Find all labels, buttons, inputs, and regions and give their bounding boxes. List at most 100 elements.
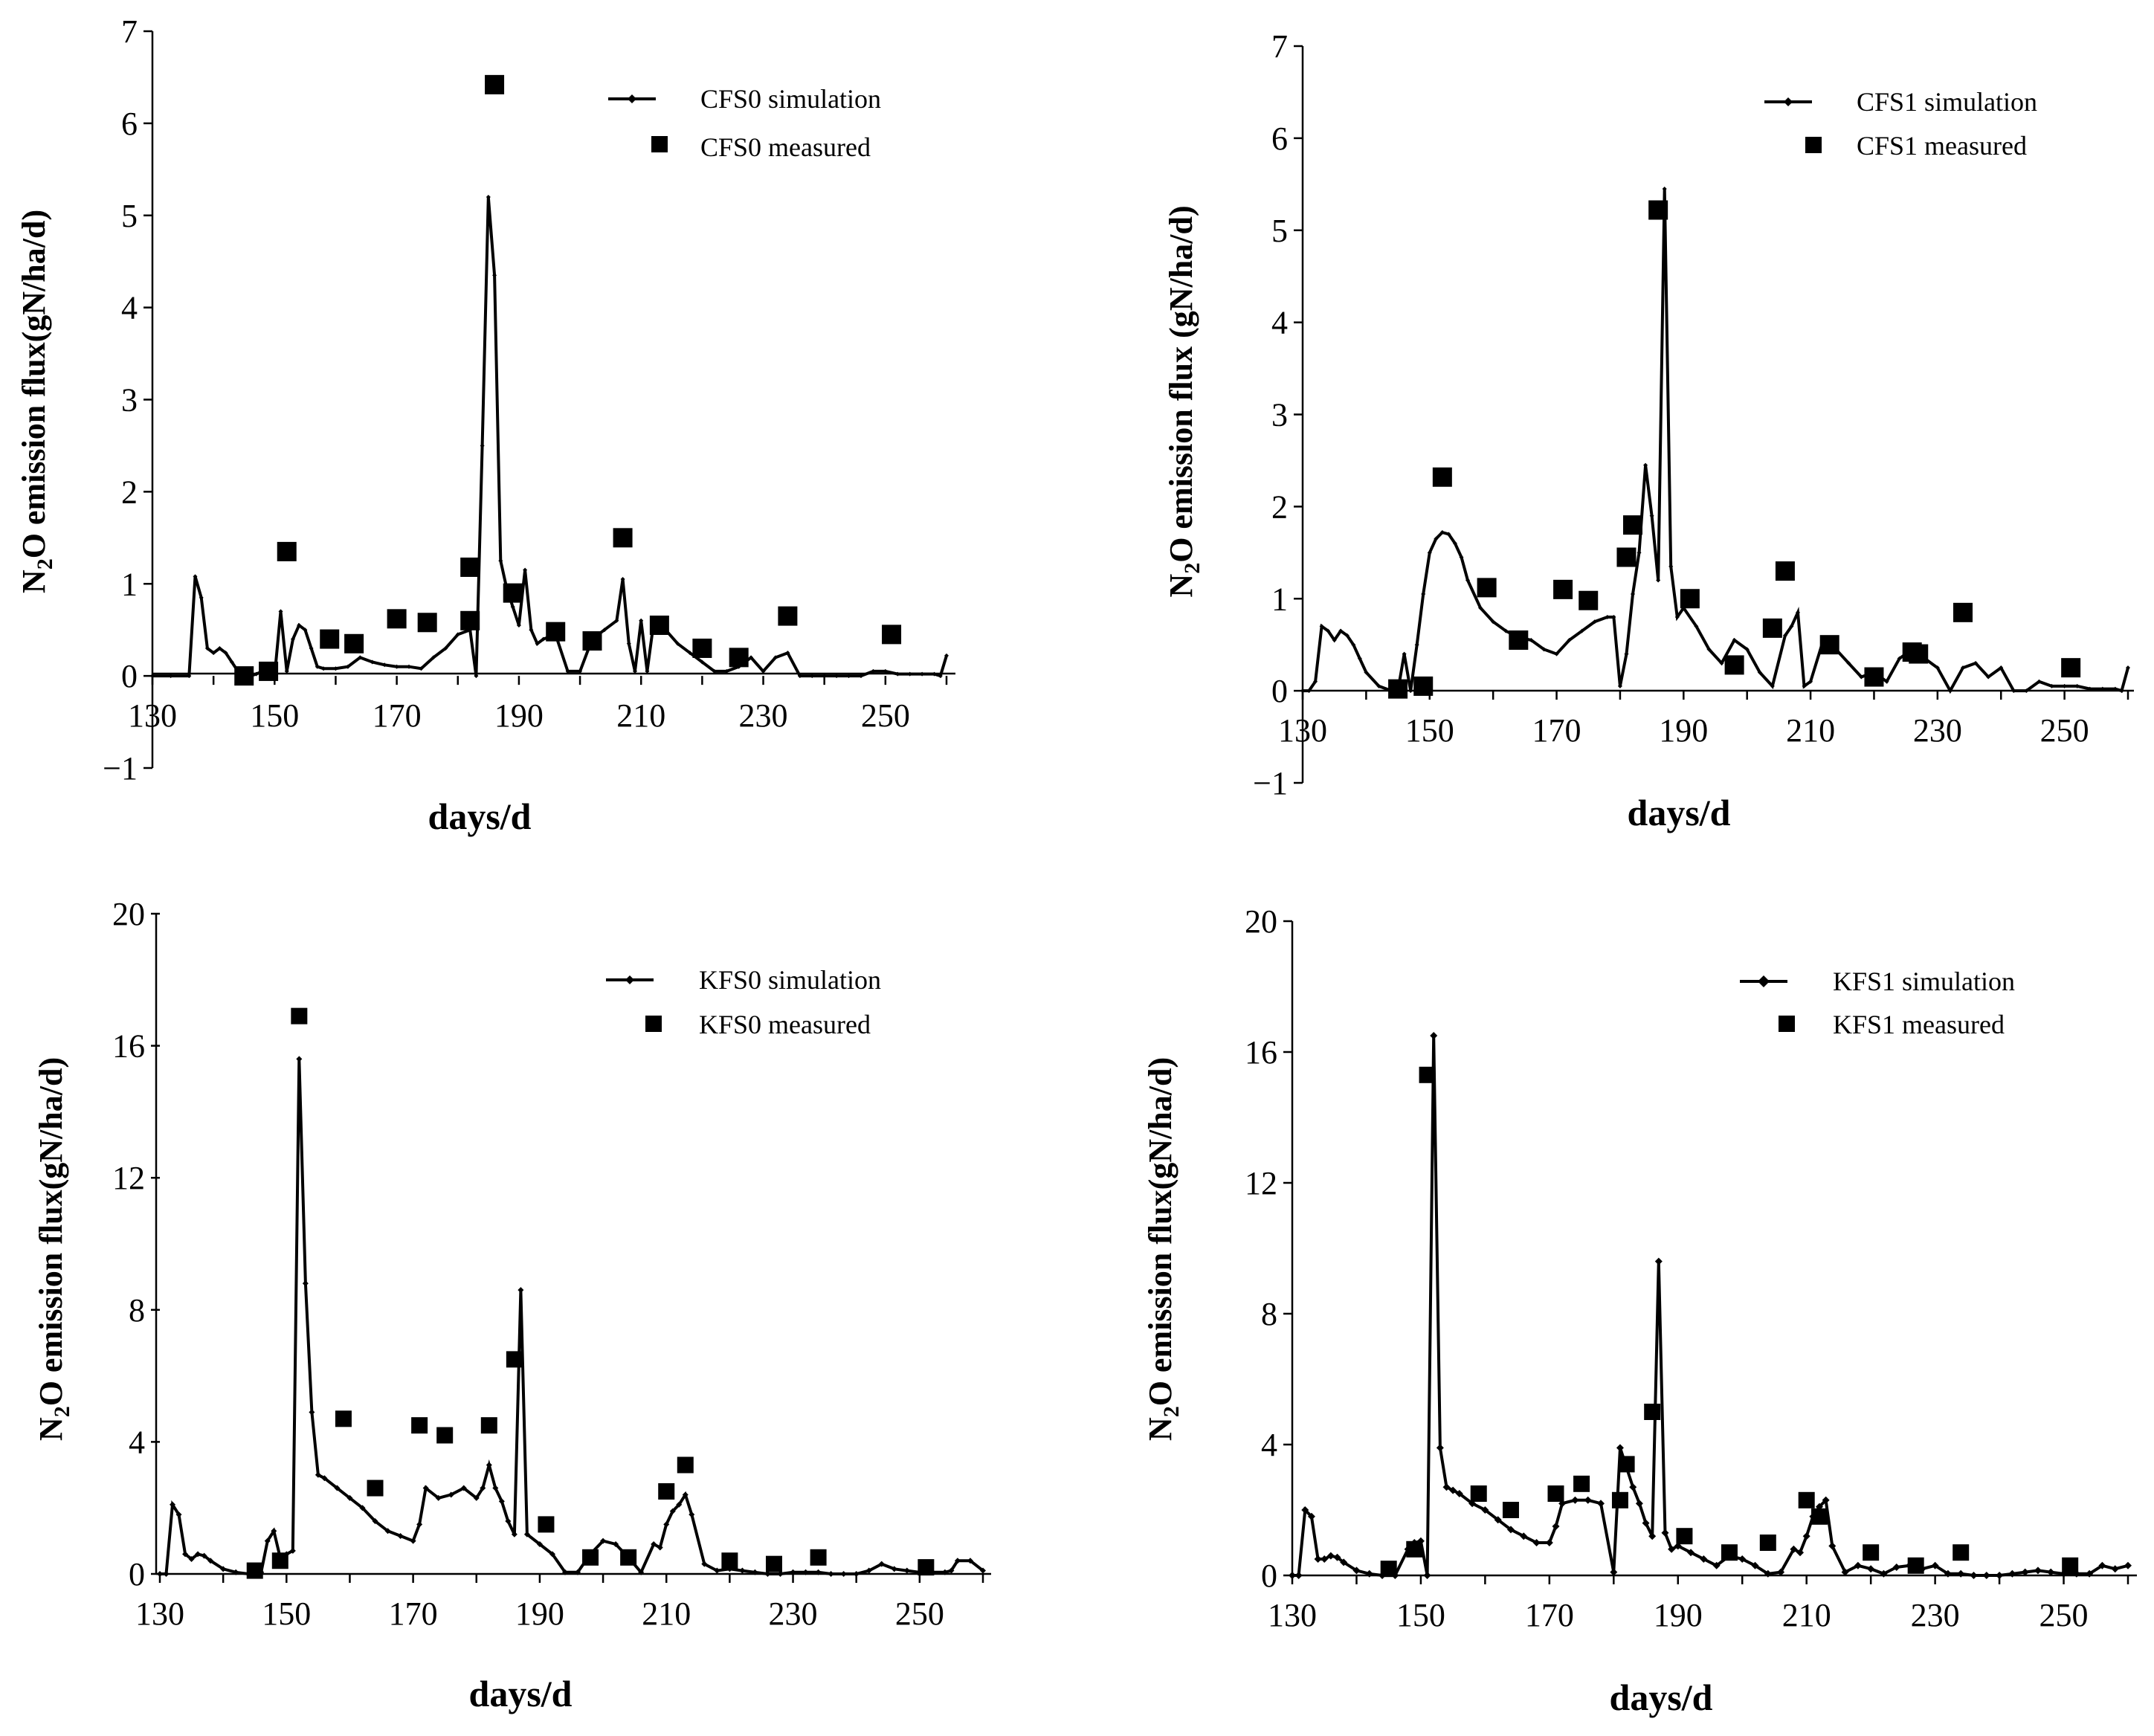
sim-point-kfs1-35 xyxy=(1616,1444,1624,1452)
x-tick-label-kfs0-2: 170 xyxy=(389,1595,438,1632)
measured-point-cfs0-3 xyxy=(320,629,340,649)
x-tick-label-kfs0-4: 210 xyxy=(642,1595,691,1632)
sim-point-cfs1-29 xyxy=(1529,637,1534,642)
x-axis-label-cfs0: days/d xyxy=(428,796,532,837)
sim-point-cfs1-65 xyxy=(1884,679,1889,684)
sim-point-cfs0-74 xyxy=(822,674,827,679)
measured-point-cfs0-16 xyxy=(778,606,798,626)
sim-point-cfs0-43 xyxy=(510,604,515,610)
x-tick-label-kfs1-3: 190 xyxy=(1654,1597,1703,1633)
sim-point-cfs1-78 xyxy=(2049,683,2054,688)
sim-point-kfs1-81 xyxy=(2111,1565,2119,1573)
sim-point-cfs0-3 xyxy=(193,574,198,579)
y-tick-label-kfs0-5: 20 xyxy=(112,896,145,932)
sim-point-kfs1-64 xyxy=(1892,1564,1900,1571)
sim-point-cfs0-62 xyxy=(675,641,680,646)
legend-cfs0: CFS0 simulation CFS0 measured xyxy=(608,84,881,162)
sim-point-kfs0-27 xyxy=(372,1517,378,1524)
measured-point-cfs0-5 xyxy=(387,609,407,629)
sim-point-kfs0-4 xyxy=(182,1551,189,1558)
sim-point-kfs1-28 xyxy=(1545,1539,1553,1546)
sim-point-cfs0-65 xyxy=(712,668,717,674)
sim-point-kfs0-45 xyxy=(536,1541,543,1548)
sim-point-kfs0-47 xyxy=(561,1569,568,1575)
sim-point-cfs1-36 xyxy=(1611,615,1616,620)
sim-point-cfs1-74 xyxy=(1999,665,2004,671)
sim-point-cfs1-9 xyxy=(1357,656,1362,661)
sim-point-kfs0-62 xyxy=(714,1567,720,1574)
sim-point-kfs0-50 xyxy=(600,1537,607,1544)
y-tick-label-kfs1-2: 8 xyxy=(1261,1296,1277,1332)
sim-point-kfs0-39 xyxy=(492,1485,499,1491)
legend-label-kfs0-measured: KFS0 measured xyxy=(699,1010,871,1039)
sim-point-cfs1-70 xyxy=(1947,688,1953,694)
measured-point-kfs1-1 xyxy=(1406,1540,1423,1558)
sim-point-kfs0-66 xyxy=(764,1571,771,1577)
sim-point-cfs1-48 xyxy=(1694,624,1699,629)
measured-point-cfs1-4 xyxy=(1509,630,1529,650)
sim-point-kfs1-19 xyxy=(1442,1483,1451,1491)
sim-point-cfs0-68 xyxy=(749,655,754,660)
sim-point-cfs1-41 xyxy=(1643,462,1648,468)
x-tick-label-kfs0-6: 250 xyxy=(895,1595,944,1632)
measured-point-cfs0-15 xyxy=(729,648,749,668)
sim-point-kfs1-4 xyxy=(1314,1555,1322,1563)
sim-point-kfs1-5 xyxy=(1321,1555,1329,1563)
sim-point-cfs0-48 xyxy=(541,636,546,642)
sim-point-cfs0-35 xyxy=(455,632,460,637)
legend-square-swatch-kfs1 xyxy=(1779,1016,1795,1032)
y-tick-label-kfs1-4: 16 xyxy=(1245,1034,1277,1071)
sim-point-cfs0-64 xyxy=(700,659,705,665)
sim-point-cfs1-0 xyxy=(1300,688,1305,694)
x-tick-label-cfs0-4: 210 xyxy=(616,697,665,734)
sim-point-cfs0-20 xyxy=(297,622,302,627)
sim-point-kfs1-71 xyxy=(1982,1572,1990,1579)
legend-square-swatch-cfs0 xyxy=(651,136,668,152)
sim-point-kfs1-55 xyxy=(1802,1532,1810,1540)
measured-point-cfs1-9 xyxy=(1648,200,1668,220)
sim-point-kfs1-76 xyxy=(2047,1568,2055,1576)
legend-square-swatch-cfs1 xyxy=(1805,137,1822,153)
y-tick-label-cfs1-0: −1 xyxy=(1253,765,1288,801)
sim-point-kfs1-16 xyxy=(1423,1572,1431,1579)
sim-point-kfs1-63 xyxy=(1880,1569,1888,1578)
measured-point-kfs1-12 xyxy=(1759,1535,1776,1551)
sim-point-kfs0-60 xyxy=(689,1511,695,1518)
measured-point-cfs0-0 xyxy=(234,666,254,686)
measured-point-kfs1-8 xyxy=(1618,1456,1635,1473)
y-tick-label-cfs0-6: 5 xyxy=(121,198,138,234)
sim-point-kfs0-31 xyxy=(416,1521,423,1528)
y-tick-label-kfs0-1: 4 xyxy=(129,1424,145,1460)
y-ticks-cfs0: −1 0 1 2 3 4 5 6 7 xyxy=(103,13,152,787)
legend-kfs1: KFS1 simulation KFS1 measured xyxy=(1740,967,2015,1039)
measured-point-cfs1-1 xyxy=(1413,676,1434,696)
sim-point-kfs1-47 xyxy=(1712,1561,1721,1569)
sim-point-cfs1-39 xyxy=(1631,592,1635,597)
measured-point-kfs1-17 xyxy=(1953,1544,1970,1561)
y-tick-label-cfs0-5: 4 xyxy=(121,290,138,326)
sim-point-kfs0-72 xyxy=(840,1571,847,1577)
y-tick-label-cfs1-3: 2 xyxy=(1271,488,1288,525)
measured-point-cfs1-19 xyxy=(2061,658,2081,678)
sim-point-kfs1-72 xyxy=(1996,1572,2004,1579)
sim-point-cfs1-84 xyxy=(2119,688,2124,694)
x-tick-label-kfs1-1: 150 xyxy=(1396,1597,1445,1633)
sim-point-kfs1-10 xyxy=(1365,1569,1373,1578)
sim-point-cfs0-57 xyxy=(633,668,638,674)
legend-label-cfs1-simulation: CFS1 simulation xyxy=(1857,87,2037,117)
y-tick-label-cfs0-7: 6 xyxy=(121,106,138,142)
sim-point-kfs0-26 xyxy=(359,1505,366,1511)
measured-point-kfs0-9 xyxy=(538,1516,555,1533)
sim-point-cfs0-30 xyxy=(394,664,399,669)
y-tick-label-cfs0-4: 3 xyxy=(121,382,138,419)
x-ticks-kfs1: 130 150 170 190 210 230 250 xyxy=(1268,1575,2129,1633)
y-axis-label-kfs1: N2O emission flux(gN/ha/d) xyxy=(1142,1057,1184,1441)
sim-point-kfs1-20 xyxy=(1449,1486,1457,1494)
legend-label-kfs1-measured: KFS1 measured xyxy=(1833,1010,2005,1039)
sim-point-cfs0-72 xyxy=(797,674,802,679)
y-tick-label-kfs1-1: 4 xyxy=(1261,1427,1277,1463)
sim-point-kfs1-17 xyxy=(1430,1032,1438,1039)
legend-label-kfs0-simulation: KFS0 simulation xyxy=(699,965,881,995)
sim-point-kfs1-38 xyxy=(1635,1500,1643,1508)
sim-point-cfs0-40 xyxy=(492,273,497,278)
